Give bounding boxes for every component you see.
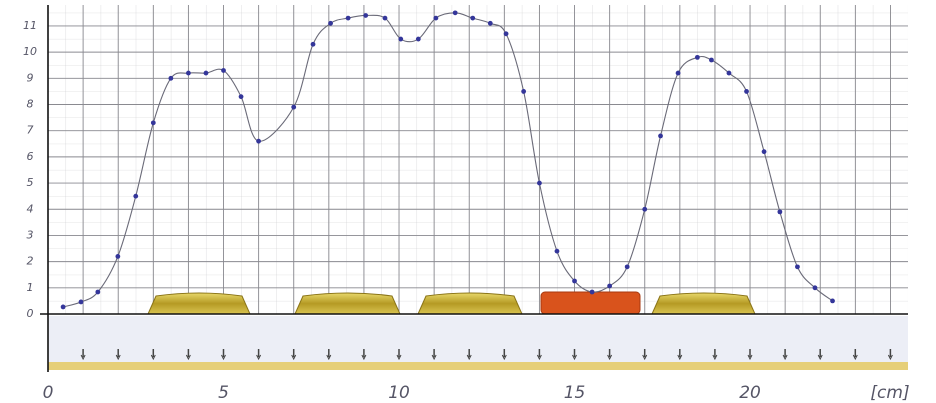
data-point: [221, 68, 226, 73]
data-point: [204, 71, 209, 76]
coin: [652, 293, 755, 314]
data-point: [521, 89, 526, 94]
data-point: [453, 10, 458, 15]
x-tick-label: 0: [43, 383, 54, 403]
x-axis-label: [cm]: [870, 383, 909, 403]
data-point: [676, 71, 681, 76]
y-tick-label: 1: [27, 281, 34, 294]
data-point: [625, 264, 630, 269]
data-point: [328, 21, 333, 26]
data-point: [416, 37, 421, 42]
ruler-stripe: [48, 362, 908, 370]
coin: [418, 293, 522, 314]
data-point: [813, 285, 818, 290]
y-tick-label: 0: [27, 307, 34, 320]
y-tick-label: 3: [27, 228, 34, 241]
y-tick-label: 8: [27, 98, 34, 111]
x-tick-label: 10: [388, 383, 410, 403]
data-point: [727, 71, 732, 76]
y-tick-label: 5: [27, 176, 34, 189]
data-point: [168, 76, 173, 81]
data-point: [607, 284, 612, 289]
data-point: [186, 71, 191, 76]
data-point: [572, 279, 577, 284]
data-point: [311, 42, 316, 47]
x-tick-label: 5: [218, 383, 229, 403]
y-tick-label: 7: [27, 124, 34, 137]
y-tick-label: 6: [27, 150, 34, 163]
red-cap: [541, 292, 640, 314]
data-point: [504, 31, 509, 36]
data-point: [363, 13, 368, 18]
data-point: [830, 299, 835, 304]
data-point: [777, 209, 782, 214]
data-point: [642, 207, 647, 212]
y-tick-label: 11: [23, 19, 37, 32]
data-point: [239, 94, 244, 99]
data-point: [383, 16, 388, 21]
data-point: [61, 305, 66, 310]
data-point: [488, 21, 493, 26]
data-point: [79, 300, 84, 305]
data-point: [133, 194, 138, 199]
data-point: [433, 16, 438, 21]
y-tick-label: 10: [23, 45, 37, 58]
base-strip: [48, 316, 908, 366]
data-point: [115, 254, 120, 259]
data-point: [291, 105, 296, 110]
data-point: [398, 37, 403, 42]
data-point: [590, 290, 595, 295]
x-tick-label: 20: [739, 383, 761, 403]
data-point: [346, 16, 351, 21]
data-point: [256, 139, 261, 144]
data-point: [658, 134, 663, 139]
data-point: [95, 290, 100, 295]
x-tick-label: 15: [564, 383, 586, 403]
data-point: [744, 89, 749, 94]
data-point: [537, 181, 542, 186]
data-point: [795, 264, 800, 269]
data-point: [555, 249, 560, 254]
chart: [cm] 0 1 2 3 4 5 6 7 8 9 10 11 0 5 10 15 20: [0, 0, 936, 403]
coin: [295, 293, 400, 314]
coin: [148, 293, 250, 314]
data-point: [762, 149, 767, 154]
graph-paper: [48, 5, 908, 314]
y-tick-label: 2: [27, 255, 34, 268]
objects: [148, 292, 755, 314]
data-point: [470, 16, 475, 21]
y-tick-label: 9: [27, 71, 34, 84]
data-point: [709, 58, 714, 63]
data-point: [151, 120, 156, 125]
data-point: [695, 55, 700, 60]
y-tick-label: 4: [27, 202, 34, 215]
